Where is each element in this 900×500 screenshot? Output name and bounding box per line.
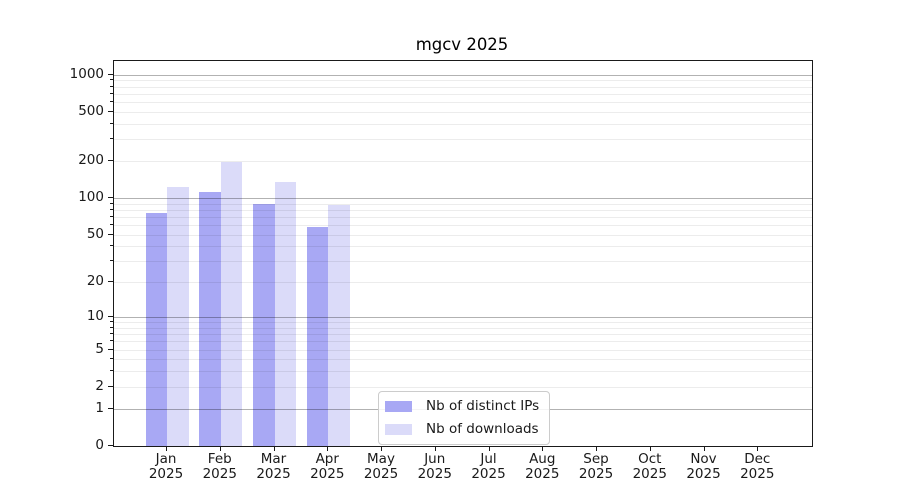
- y-tick-label: 1: [95, 399, 104, 416]
- legend-label-distinct-ips: Nb of distinct IPs: [426, 398, 540, 414]
- x-tick: [703, 446, 705, 451]
- x-tick-label: May 2025: [363, 450, 399, 482]
- legend-item-distinct-ips: Nb of distinct IPs: [385, 398, 539, 414]
- x-tick: [166, 446, 167, 451]
- y-minor-tick: [110, 321, 113, 323]
- y-tick-label: 50: [86, 225, 104, 242]
- y-tick-label: 10: [86, 308, 104, 325]
- x-tick-label: Aug 2025: [525, 450, 560, 482]
- y-tick-label: 0: [95, 437, 104, 453]
- y-tick: [108, 445, 113, 446]
- legend: Nb of distinct IPs Nb of downloads: [378, 391, 551, 445]
- y-tick: [108, 110, 113, 112]
- y-tick: [108, 233, 113, 235]
- x-tick: [649, 446, 651, 451]
- y-tick: [108, 385, 113, 387]
- y-minor-tick: [110, 326, 113, 328]
- y-tick-label: 20: [86, 273, 104, 290]
- y-minor-tick: [110, 370, 113, 372]
- x-tick-label: Feb 2025: [202, 450, 237, 482]
- x-tick-label: Nov 2025: [686, 450, 721, 482]
- y-tick-label: 1000: [69, 65, 104, 82]
- x-tick-label: Apr 2025: [310, 450, 345, 482]
- bars-layer: [114, 61, 812, 447]
- bar-nb-of-downloads-feb: [220, 161, 243, 446]
- bar-nb-of-downloads-mar: [274, 182, 296, 446]
- legend-swatch-downloads: [385, 423, 412, 435]
- y-minor-tick: [110, 79, 113, 81]
- x-tick: [488, 446, 490, 451]
- y-tick: [108, 159, 113, 161]
- y-minor-tick: [110, 85, 113, 87]
- y-minor-tick: [110, 340, 113, 342]
- x-tick-label: Sep 2025: [578, 450, 614, 482]
- y-tick-label: 5: [95, 340, 104, 357]
- y-tick: [108, 196, 113, 198]
- x-tick-label: Dec 2025: [740, 450, 775, 482]
- y-tick-label: 2: [95, 377, 104, 394]
- legend-label-downloads: Nb of downloads: [426, 421, 539, 437]
- x-tick: [596, 446, 597, 451]
- bar-nb-of-distinct-ips-jan: [145, 213, 167, 446]
- chart-title: mgcv 2025: [415, 35, 509, 54]
- x-tick: [381, 446, 382, 451]
- bar-nb-of-distinct-ips-feb: [199, 191, 221, 446]
- bar-nb-of-distinct-ips-mar: [253, 204, 275, 446]
- x-tick: [327, 446, 329, 451]
- x-tick-label: Oct 2025: [632, 450, 667, 482]
- x-tick-label: Jul 2025: [471, 450, 506, 482]
- y-tick: [108, 316, 113, 318]
- y-minor-tick: [110, 138, 113, 140]
- y-tick-label: 100: [78, 188, 104, 205]
- y-tick: [108, 348, 113, 350]
- bar-nb-of-downloads-jan: [167, 187, 189, 446]
- x-tick: [542, 446, 544, 451]
- y-tick-label: 200: [78, 151, 104, 168]
- y-minor-tick: [110, 245, 113, 247]
- y-tick: [108, 407, 113, 409]
- y-tick: [108, 281, 113, 283]
- y-minor-tick: [110, 260, 113, 262]
- y-tick-label: 500: [78, 102, 104, 119]
- y-minor-tick: [110, 358, 113, 360]
- y-minor-tick: [110, 215, 113, 217]
- y-minor-tick: [110, 333, 113, 335]
- x-tick-label: Jun 2025: [417, 450, 452, 482]
- bar-nb-of-downloads-apr: [328, 204, 350, 446]
- x-tick: [219, 446, 221, 451]
- x-tick: [434, 446, 436, 451]
- y-minor-tick: [110, 122, 113, 124]
- legend-item-downloads: Nb of downloads: [385, 421, 539, 437]
- y-minor-tick: [110, 202, 113, 204]
- y-minor-tick: [110, 208, 113, 210]
- y-minor-tick: [110, 92, 113, 94]
- bar-nb-of-distinct-ips-apr: [306, 226, 329, 446]
- y-minor-tick: [110, 101, 113, 103]
- y-minor-tick: [110, 224, 113, 225]
- y-tick: [108, 73, 113, 75]
- x-tick-label: Jan 2025: [148, 450, 184, 482]
- x-tick-label: Mar 2025: [256, 450, 291, 482]
- x-tick: [273, 446, 275, 451]
- legend-swatch-distinct-ips: [385, 400, 412, 412]
- x-tick: [757, 446, 759, 451]
